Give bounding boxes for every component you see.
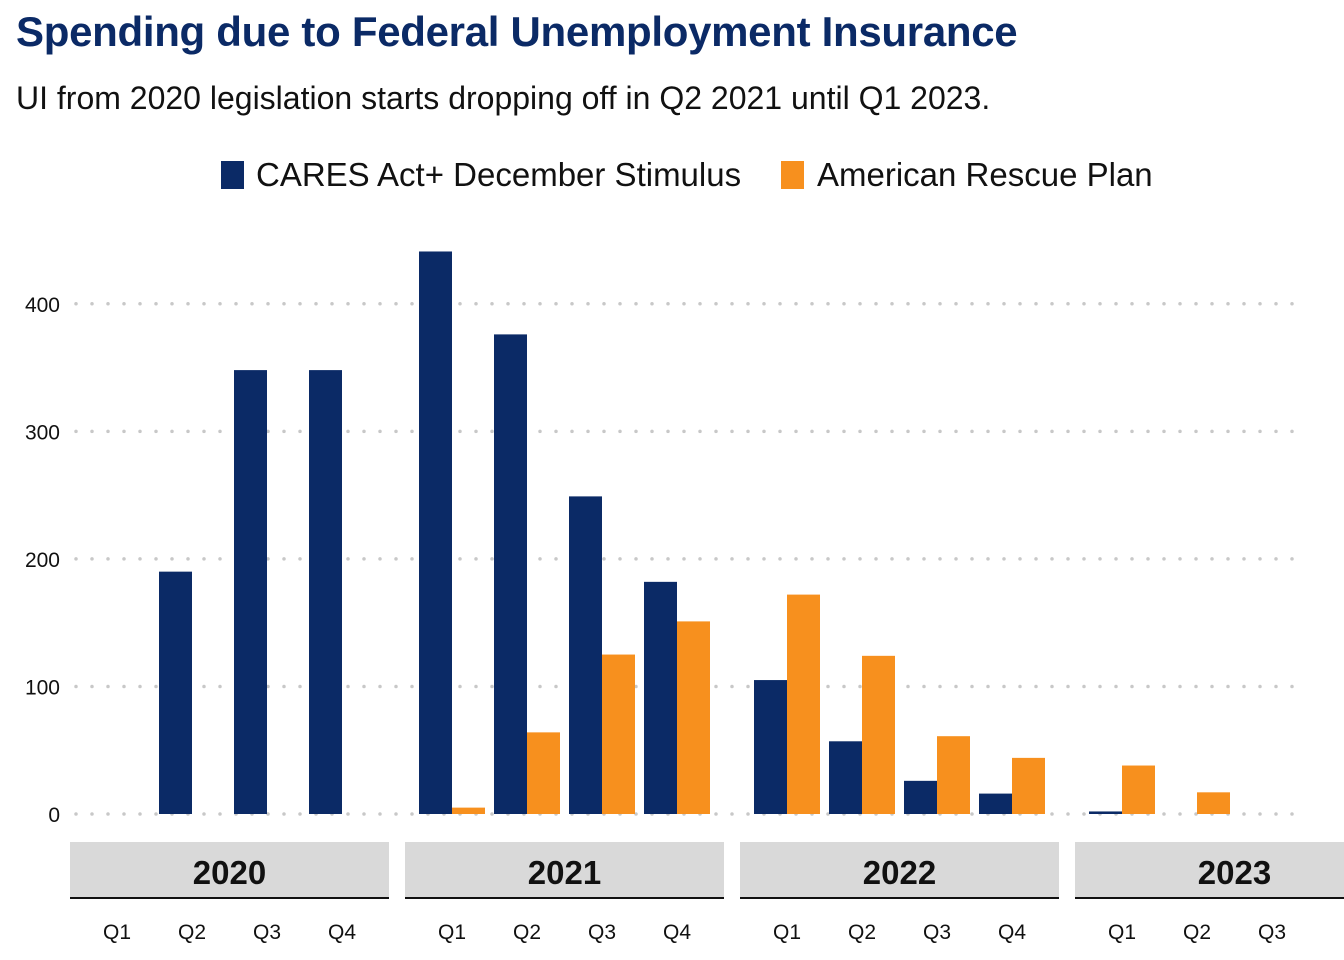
bar-arp-2023-Q2 bbox=[1197, 792, 1230, 814]
x-tick-label: Q1 bbox=[438, 921, 466, 944]
bar-cares-2021-Q1 bbox=[419, 251, 452, 815]
bar-cares-2022-Q3 bbox=[904, 780, 937, 814]
x-tick-label: Q1 bbox=[1108, 921, 1136, 944]
bar-arp-2022-Q1 bbox=[787, 594, 820, 814]
panel-label: 2021 bbox=[528, 854, 601, 891]
legend-swatch-arp bbox=[781, 161, 804, 189]
y-axis-ticks: 0 100 200 300 400 bbox=[25, 294, 60, 827]
panel-strip-2023 bbox=[1075, 842, 1344, 898]
x-tick-label: Q1 bbox=[103, 921, 131, 944]
panel-strip-2021 bbox=[405, 842, 724, 898]
x-tick-label: Q2 bbox=[513, 921, 541, 944]
bar-arp-2022-Q2 bbox=[862, 655, 895, 814]
bar-arp-2021-Q2 bbox=[527, 732, 560, 814]
bar-cares-2021-Q3 bbox=[569, 496, 602, 814]
bar-arp-2023-Q1 bbox=[1122, 765, 1155, 814]
y-tick-label: 400 bbox=[25, 294, 60, 317]
bar-arp-2021-Q3 bbox=[602, 654, 635, 814]
panel-label: 2022 bbox=[863, 854, 936, 891]
bar-arp-2021-Q1 bbox=[452, 807, 485, 814]
panel-strip-2020 bbox=[70, 842, 389, 898]
legend-swatch-cares bbox=[221, 161, 244, 189]
x-tick-label: Q3 bbox=[588, 921, 616, 944]
chart-title: Spending due to Federal Unemployment Ins… bbox=[16, 8, 1018, 55]
legend: CARES Act+ December Stimulus American Res… bbox=[221, 156, 1153, 193]
bar-arp-2022-Q4 bbox=[1012, 757, 1045, 814]
x-tick-label: Q4 bbox=[998, 921, 1026, 944]
panel-label: 2023 bbox=[1198, 854, 1271, 891]
legend-label-cares: CARES Act+ December Stimulus bbox=[256, 156, 741, 193]
panel-label: 2020 bbox=[193, 854, 266, 891]
bar-cares-2022-Q4 bbox=[979, 793, 1012, 814]
bar-arp-2022-Q3 bbox=[937, 736, 970, 814]
bar-cares-2022-Q1 bbox=[754, 680, 787, 814]
x-tick-label: Q3 bbox=[1258, 921, 1286, 944]
panel-strip-2022 bbox=[740, 842, 1059, 898]
bar-cares-2022-Q2 bbox=[829, 741, 862, 814]
bar-cares-2020-Q4 bbox=[309, 370, 342, 814]
y-tick-label: 300 bbox=[25, 421, 60, 444]
y-tick-label: 200 bbox=[25, 549, 60, 572]
bar-arp-2021-Q4 bbox=[677, 621, 710, 814]
bar-cares-2021-Q2 bbox=[494, 334, 527, 814]
bar-cares-2020-Q3 bbox=[234, 370, 267, 814]
x-tick-label: Q2 bbox=[178, 921, 206, 944]
legend-label-arp: American Rescue Plan bbox=[817, 156, 1153, 193]
bar-cares-2021-Q4 bbox=[644, 581, 677, 814]
bar-cares-2020-Q2 bbox=[159, 571, 192, 814]
bars bbox=[159, 251, 1230, 815]
x-tick-label: Q2 bbox=[1183, 921, 1211, 944]
x-tick-label: Q3 bbox=[253, 921, 281, 944]
y-tick-label: 0 bbox=[48, 804, 60, 827]
x-tick-label: Q1 bbox=[773, 921, 801, 944]
year-panels: Q1 Q2 Q3 Q4 2020 Q1 Q2 Q3 Q4 2021 Q1 Q2 Q3 Q4 2022 Q1 Q2… bbox=[70, 842, 1344, 944]
x-tick-label: Q2 bbox=[848, 921, 876, 944]
y-tick-label: 100 bbox=[25, 676, 60, 699]
x-tick-label: Q4 bbox=[328, 921, 356, 944]
bar-cares-2023-Q1 bbox=[1089, 811, 1122, 814]
x-tick-label: Q4 bbox=[663, 921, 691, 944]
x-tick-label: Q3 bbox=[923, 921, 951, 944]
chart-subtitle: UI from 2020 legislation starts dropping… bbox=[16, 80, 991, 116]
